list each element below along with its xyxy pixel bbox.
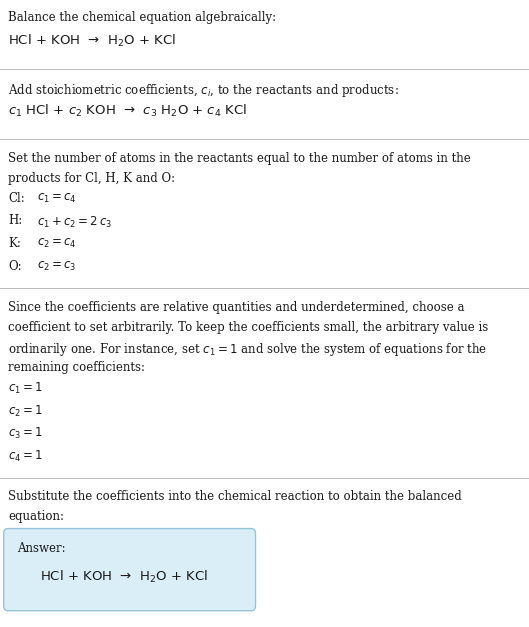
Text: $c_2 = c_4$: $c_2 = c_4$	[37, 237, 77, 250]
Text: HCl + KOH  →  H$_2$O + KCl: HCl + KOH → H$_2$O + KCl	[40, 569, 208, 585]
Text: equation:: equation:	[8, 510, 64, 524]
Text: Substitute the coefficients into the chemical reaction to obtain the balanced: Substitute the coefficients into the che…	[8, 490, 462, 503]
Text: Set the number of atoms in the reactants equal to the number of atoms in the: Set the number of atoms in the reactants…	[8, 152, 471, 165]
Text: coefficient to set arbitrarily. To keep the coefficients small, the arbitrary va: coefficient to set arbitrarily. To keep …	[8, 321, 488, 334]
Text: Add stoichiometric coefficients, $c_i$, to the reactants and products:: Add stoichiometric coefficients, $c_i$, …	[8, 82, 399, 98]
Text: Answer:: Answer:	[17, 542, 66, 556]
Text: $c_2 = 1$: $c_2 = 1$	[8, 404, 43, 419]
Text: $c_1 = 1$: $c_1 = 1$	[8, 381, 43, 396]
FancyBboxPatch shape	[4, 529, 256, 611]
Text: ordinarily one. For instance, set $c_1 = 1$ and solve the system of equations fo: ordinarily one. For instance, set $c_1 =…	[8, 341, 487, 358]
Text: Since the coefficients are relative quantities and underdetermined, choose a: Since the coefficients are relative quan…	[8, 301, 464, 314]
Text: O:: O:	[8, 260, 22, 273]
Text: $c_1 = c_4$: $c_1 = c_4$	[37, 192, 77, 205]
Text: Balance the chemical equation algebraically:: Balance the chemical equation algebraica…	[8, 11, 276, 24]
Text: remaining coefficients:: remaining coefficients:	[8, 361, 145, 374]
Text: HCl + KOH  →  H$_2$O + KCl: HCl + KOH → H$_2$O + KCl	[8, 33, 176, 49]
Text: $c_2 = c_3$: $c_2 = c_3$	[37, 260, 77, 273]
Text: $c_3 = 1$: $c_3 = 1$	[8, 426, 43, 441]
Text: products for Cl, H, K and O:: products for Cl, H, K and O:	[8, 172, 175, 185]
Text: H:: H:	[8, 214, 22, 228]
Text: $c_4 = 1$: $c_4 = 1$	[8, 449, 43, 464]
Text: $c_1 + c_2 = 2\,c_3$: $c_1 + c_2 = 2\,c_3$	[37, 214, 112, 229]
Text: $c_1$ HCl + $c_2$ KOH  →  $c_3$ H$_2$O + $c_4$ KCl: $c_1$ HCl + $c_2$ KOH → $c_3$ H$_2$O + $…	[8, 103, 247, 119]
Text: Cl:: Cl:	[8, 192, 25, 205]
Text: K:: K:	[8, 237, 21, 250]
